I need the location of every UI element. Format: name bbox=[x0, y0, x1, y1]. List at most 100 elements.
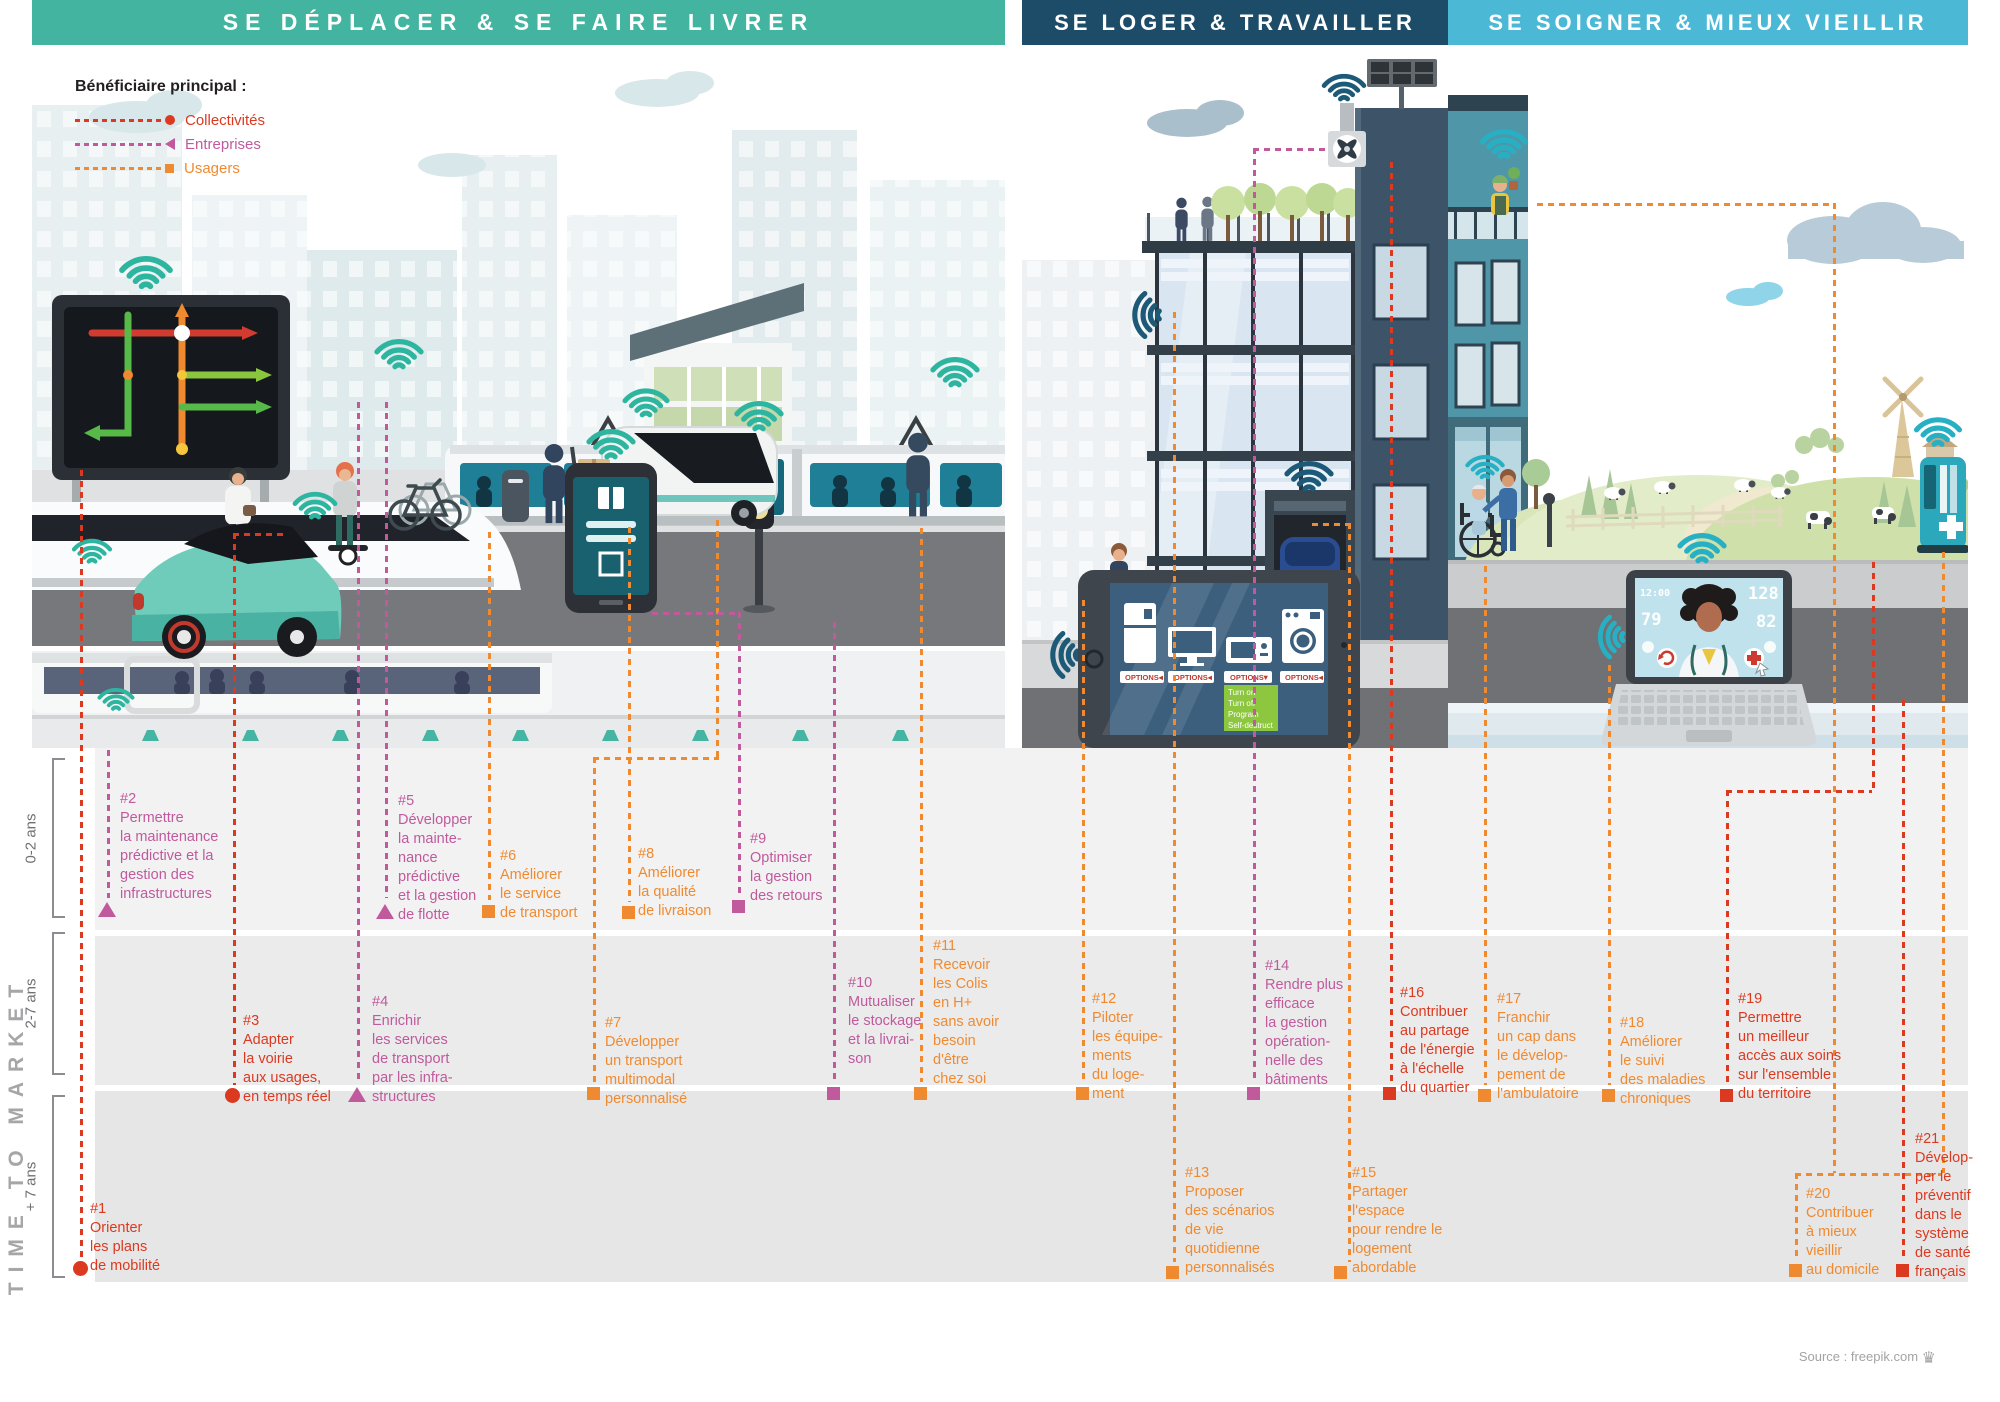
item-text-line: pement de bbox=[1497, 1067, 1566, 1083]
connector-line-17 bbox=[1484, 566, 1487, 1085]
roadmap-item-7: #7 Développer un transport multimodal person… bbox=[605, 1014, 687, 1109]
item-text-line: Dévelop- bbox=[1915, 1150, 1974, 1166]
roadmap-item-17: #17 Franchir un cap dans le dévelop-pement … bbox=[1497, 990, 1579, 1104]
item-text-line: #21 bbox=[1915, 1131, 1940, 1147]
crown-icon: ♛ bbox=[1921, 1350, 1936, 1367]
connector-line-5 bbox=[385, 402, 388, 898]
roadmap-item-20: #20 Contribuer à mieux vieillir au domicile bbox=[1806, 1185, 1879, 1280]
item-text-line: Recevoir bbox=[933, 957, 991, 973]
windmill-icon bbox=[1882, 376, 1924, 477]
dashed-line bbox=[75, 142, 163, 146]
item-text-line: préventif bbox=[1915, 1188, 1971, 1204]
svg-text:OPTIONS: OPTIONS bbox=[1174, 673, 1208, 682]
item-text-line: Contribuer bbox=[1806, 1205, 1874, 1221]
wifi-icon bbox=[1917, 420, 1960, 444]
item-text-line: abordable bbox=[1352, 1260, 1417, 1276]
square-marker-icon bbox=[1477, 1088, 1491, 1102]
svg-text:Self-destruct: Self-destruct bbox=[1228, 721, 1274, 730]
item-text-line: vieillir bbox=[1806, 1243, 1843, 1259]
svg-text:OPTIONS: OPTIONS bbox=[1230, 673, 1264, 682]
housing-scene-illustration: OPTIONS◄ OPTIONS◄ OPTIONS▼ OPTIONS◄ Turn… bbox=[1022, 59, 1448, 748]
roadmap-item-1: #1 Orienter les plans de mobilité bbox=[90, 1200, 160, 1276]
roadmap-item-12: #12 Piloter les équipe-ments du loge-ment bbox=[1092, 990, 1163, 1104]
item-text-line: un transport bbox=[605, 1053, 683, 1069]
microwave-icon bbox=[1226, 637, 1272, 663]
item-text-line: de transport bbox=[372, 1051, 450, 1067]
traffic-map-panel bbox=[52, 259, 290, 583]
roadmap-item-19: #19 Permettre un meilleur accès aux soins su… bbox=[1738, 990, 1841, 1104]
item-text-line: de l'énergie bbox=[1400, 1042, 1475, 1058]
street-tree bbox=[1522, 459, 1555, 547]
dot-marker-icon bbox=[165, 115, 175, 125]
item-text-line: la maintenance bbox=[120, 829, 219, 845]
item-text-line: accès aux soins bbox=[1738, 1048, 1842, 1064]
item-text-line: ments bbox=[1092, 1048, 1132, 1064]
legend-row-entreprises: Entreprises bbox=[75, 132, 265, 156]
item-text-line: opération- bbox=[1265, 1034, 1331, 1050]
svg-text:79: 79 bbox=[1641, 610, 1661, 630]
square-marker-icon bbox=[1601, 1088, 1615, 1102]
item-text-line: #4 bbox=[372, 994, 389, 1010]
item-text-line: multimodal bbox=[605, 1072, 676, 1088]
item-text-line: au partage bbox=[1400, 1023, 1470, 1039]
item-text-line: la gestion bbox=[1265, 1015, 1328, 1031]
item-text-line: son bbox=[848, 1051, 872, 1067]
item-text-line: Optimiser bbox=[750, 850, 813, 866]
connector-line-20 bbox=[1795, 1173, 1798, 1260]
solar-panel-icon bbox=[1367, 59, 1437, 109]
item-text-line: les plans bbox=[90, 1239, 148, 1255]
item-text-line: prédictive et la bbox=[120, 848, 214, 864]
item-text-line: #20 bbox=[1806, 1186, 1831, 1202]
svg-text:▼: ▼ bbox=[1262, 673, 1269, 682]
band-label: + 7 ans bbox=[22, 1161, 40, 1212]
square-marker-icon bbox=[731, 899, 745, 913]
roadmap-item-18: #18 Améliorer le suivi des maladies chroniqu… bbox=[1620, 1014, 1705, 1109]
connector-line-1 bbox=[80, 470, 83, 1262]
video-call-doctor bbox=[1679, 584, 1739, 677]
connector-line-20 bbox=[1795, 1173, 1942, 1176]
item-text-line: besoin bbox=[933, 1033, 976, 1049]
svg-text:Program: Program bbox=[1228, 710, 1259, 719]
health-scene-illustration: 12:00 79 128 82 bbox=[1448, 95, 1968, 748]
dashed-line bbox=[75, 118, 163, 122]
item-text-line: les équipe- bbox=[1092, 1029, 1163, 1045]
item-text-line: per le bbox=[1915, 1169, 1952, 1185]
svg-text:Turn off: Turn off bbox=[1228, 699, 1256, 708]
item-text-line: Développer bbox=[398, 812, 473, 828]
telemedicine-laptop: 12:00 79 128 82 bbox=[1600, 536, 1817, 746]
legend-label: Entreprises bbox=[185, 135, 261, 153]
connector-line-20 bbox=[1833, 203, 1836, 1173]
item-text-line: du loge- bbox=[1092, 1067, 1145, 1083]
item-text-line: le dévelop- bbox=[1497, 1048, 1568, 1064]
item-text-line: de mobilité bbox=[90, 1258, 161, 1274]
item-text-line: #19 bbox=[1738, 991, 1763, 1007]
dot-marker-icon bbox=[224, 1087, 240, 1103]
connector-line-7 bbox=[716, 520, 719, 757]
cloud-icon bbox=[1147, 100, 1244, 137]
roadmap-item-4: #4 Enrichir les services de transport par le… bbox=[372, 993, 453, 1107]
item-text-line: quotidienne bbox=[1185, 1241, 1260, 1257]
connector-line-12 bbox=[1082, 600, 1085, 1082]
connector-line-15 bbox=[1348, 523, 1351, 1262]
item-text-line: Partager bbox=[1352, 1184, 1408, 1200]
square-marker-icon bbox=[1075, 1086, 1089, 1100]
item-text-line: Améliorer bbox=[500, 867, 563, 883]
item-text-line: Permettre bbox=[1738, 1010, 1802, 1026]
platform-safety-cones bbox=[142, 730, 909, 741]
dark-tower bbox=[1324, 59, 1448, 640]
item-text-line: Franchir bbox=[1497, 1010, 1551, 1026]
item-text-line: personnalisés bbox=[1185, 1260, 1275, 1276]
item-text-line: Contribuer bbox=[1400, 1004, 1468, 1020]
roadmap-item-15: #15 Partager l'espace pour rendre le logemen… bbox=[1352, 1164, 1442, 1278]
svg-text:◄: ◄ bbox=[1206, 673, 1213, 682]
connector-line-19 bbox=[1872, 562, 1875, 790]
svg-text:128: 128 bbox=[1748, 584, 1779, 604]
connector-line-7 bbox=[593, 757, 719, 760]
item-text-line: les Colis bbox=[933, 976, 988, 992]
svg-text:12:00: 12:00 bbox=[1640, 588, 1670, 599]
connector-line-19 bbox=[1726, 790, 1872, 793]
band-label: 2-7 ans bbox=[22, 978, 40, 1029]
dot-marker-icon bbox=[72, 1260, 88, 1276]
item-text-line: un cap dans bbox=[1497, 1029, 1577, 1045]
cloud-icon bbox=[89, 71, 714, 177]
